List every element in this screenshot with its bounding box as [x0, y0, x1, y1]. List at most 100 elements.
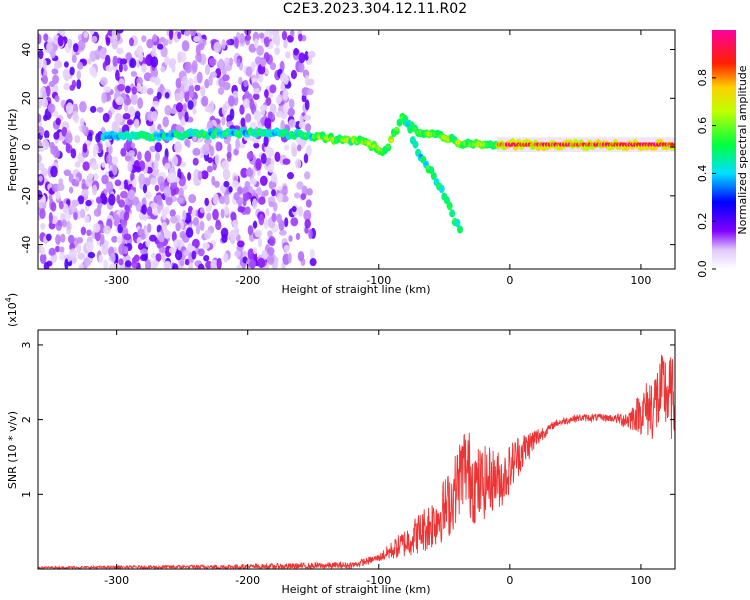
heatmap-cell [108, 144, 113, 155]
heatmap-cell [125, 52, 132, 61]
heatmap-cell [123, 142, 131, 151]
heatmap-cell [284, 217, 289, 228]
heatmap-cell [101, 243, 109, 256]
heatmap-cell [60, 233, 66, 243]
heatmap-cell [303, 153, 309, 164]
heatmap-cell [38, 113, 42, 123]
heatmap-cell [53, 61, 60, 70]
heatmap-cell [279, 229, 287, 236]
heatmap-cell [164, 38, 169, 46]
heatmap-cell [150, 252, 157, 259]
heatmap-cell [282, 102, 289, 114]
heatmap-cell [174, 249, 183, 261]
heatmap-cell [71, 79, 77, 89]
heatmap-cell [218, 58, 224, 69]
heatmap-cell [263, 189, 269, 197]
heatmap-cell [192, 157, 199, 166]
heatmap-cell [153, 159, 159, 171]
heatmap-cell [305, 199, 312, 208]
heatmap-cell [72, 110, 78, 121]
heatmap-cell [62, 203, 69, 214]
heatmap-cell [139, 85, 148, 94]
heatmap-cell [221, 66, 227, 76]
heatmap-cell [257, 257, 266, 269]
heatmap-cell [177, 31, 182, 40]
heatmap-cell [39, 127, 45, 136]
heatmap-cell [192, 107, 197, 115]
heatmap-cell [189, 30, 197, 37]
heatmap-cell [118, 243, 126, 255]
heatmap-cell [223, 252, 229, 263]
heatmap-cell [103, 259, 109, 269]
heatmap-cell [189, 90, 194, 99]
heatmap-cell [267, 163, 275, 173]
heatmap-cell [122, 112, 131, 120]
heatmap-cell [216, 257, 222, 269]
heatmap-cell [154, 184, 160, 192]
heatmap-cell [174, 92, 180, 102]
heatmap-cell [276, 213, 282, 224]
heatmap-cell [268, 201, 275, 208]
heatmap-cell [270, 172, 277, 183]
heatmap-cell [268, 236, 276, 247]
ridge-branch-core [431, 174, 436, 179]
heatmap-cell [55, 245, 60, 253]
heatmap-cell [84, 215, 90, 223]
heatmap-cell [45, 233, 52, 242]
heatmap-cell [137, 242, 144, 251]
heatmap-cell [299, 114, 304, 127]
snr-axes: -300 -200 -100 0 100 1 2 3 [20, 330, 675, 587]
heatmap-cell [185, 227, 194, 238]
heatmap-cell [124, 260, 132, 268]
heatmap-cell [129, 37, 134, 47]
heatmap-cell [288, 98, 295, 109]
heatmap-cell [92, 147, 97, 158]
heatmap-cell [48, 194, 53, 201]
heatmap-cell [195, 44, 201, 56]
heatmap-cell [169, 209, 176, 218]
heatmap-cell [183, 82, 189, 93]
heatmap-cell [184, 111, 189, 123]
heatmap-cell [225, 206, 230, 216]
heatmap-cell [293, 47, 299, 56]
snr-xtick-label: -200 [235, 574, 260, 587]
heatmap-cell [45, 41, 54, 53]
heatmap-cell [296, 144, 302, 152]
heatmap-cell [265, 208, 270, 216]
heatmap-cell [252, 198, 258, 210]
heatmap-cell [233, 148, 239, 156]
heatmap-cell [300, 193, 307, 200]
heatmap-cell [155, 253, 162, 262]
heatmap-cell [56, 183, 65, 192]
ridge-branch-core [429, 169, 434, 174]
heatmap-cell [195, 224, 201, 235]
heatmap-cell [100, 233, 105, 245]
heatmap-cell [194, 84, 201, 92]
heatmap-cell [76, 79, 82, 90]
heatmap-cell [217, 87, 225, 95]
heatmap-cell [43, 130, 50, 139]
heatmap-cell [77, 252, 86, 260]
heatmap-cell [228, 57, 234, 66]
heatmap-cell [197, 248, 205, 257]
heatmap-cell [239, 33, 246, 44]
heatmap-cell [193, 35, 200, 43]
heatmap-cell [39, 253, 47, 264]
ridge-branch-core [408, 129, 413, 134]
heatmap-marks [38, 30, 675, 269]
heatmap-cell [180, 260, 185, 267]
heatmap-cell [47, 36, 52, 44]
heatmap-cell [244, 90, 250, 99]
heatmap-cell [164, 105, 172, 116]
heatmap-cell [63, 82, 70, 91]
heatmap-cell [146, 206, 153, 216]
heatmap-cell [288, 235, 293, 242]
heatmap-cell [173, 239, 178, 248]
heatmap-cell [156, 43, 164, 50]
heatmap-cell [64, 132, 73, 144]
heatmap-cell [259, 175, 268, 186]
heatmap-cell [116, 236, 123, 244]
heatmap-cell [71, 54, 77, 63]
heatmap-cell [38, 58, 42, 69]
heatmap-cell [85, 177, 93, 187]
